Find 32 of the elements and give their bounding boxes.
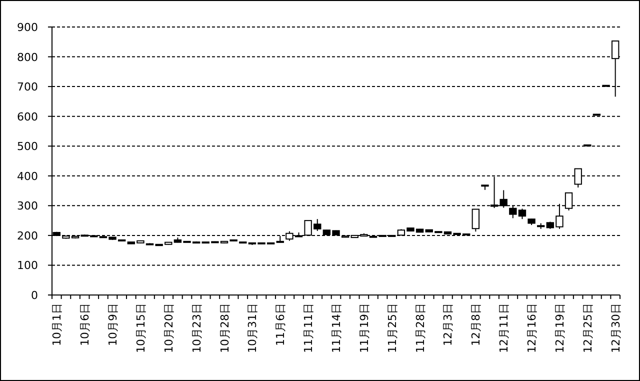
y-tick-label: 200 <box>17 229 38 242</box>
x-tick-label: 12月25日 <box>581 303 594 353</box>
x-tick-label: 10月6日 <box>78 303 92 346</box>
x-tick-label: 12月8日 <box>470 303 483 346</box>
y-tick-label: 600 <box>17 110 38 124</box>
y-tick-label: 300 <box>17 200 38 213</box>
x-tick-label: 10月9日 <box>106 303 120 346</box>
y-tick-label: 0 <box>31 289 38 302</box>
x-tick-label: 10月1日 <box>50 303 64 346</box>
x-tick-label: 12月19日 <box>553 303 566 353</box>
x-tick-label: 10月20日 <box>162 303 176 353</box>
x-tick-label: 11月25日 <box>386 303 399 353</box>
x-tick-label: 11月6日 <box>274 303 288 346</box>
x-tick-label: 10月31日 <box>246 303 260 353</box>
y-tick-label: 100 <box>17 259 38 272</box>
x-tick-label: 12月30日 <box>609 303 622 353</box>
x-tick-label: 12月16日 <box>526 303 539 353</box>
y-tick-label: 500 <box>17 140 38 154</box>
x-tick-label: 11月11日 <box>302 303 316 353</box>
x-tick-label: 10月15日 <box>134 303 148 353</box>
y-tick-label: 800 <box>17 50 38 64</box>
x-tick-label: 11月14日 <box>330 303 343 353</box>
y-tick-label: 900 <box>17 21 38 34</box>
x-tick-label: 12月3日 <box>442 303 455 346</box>
x-tick-label: 11月19日 <box>358 303 371 353</box>
x-tick-label: 10月28日 <box>218 303 232 353</box>
x-tick-label: 11月28日 <box>414 303 427 353</box>
x-tick-label: 12月11日 <box>498 303 511 353</box>
y-tick-label: 700 <box>17 80 38 94</box>
candlestick <box>472 208 480 232</box>
y-tick-label: 400 <box>17 170 38 183</box>
x-tick-label: 10月23日 <box>190 303 204 353</box>
